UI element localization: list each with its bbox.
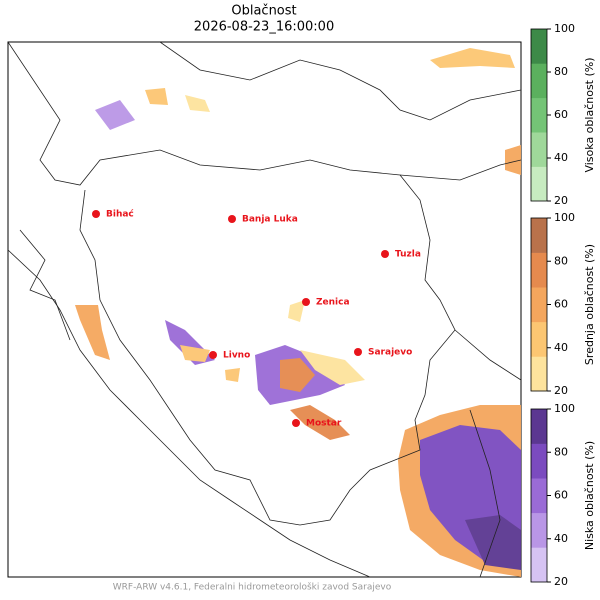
colorbar-band: [531, 478, 547, 514]
colorbar-tick-label: 100: [554, 211, 575, 224]
title: Oblačnost: [231, 4, 296, 19]
borders: [8, 42, 521, 577]
colorbar-band: [531, 443, 547, 479]
city-label: Sarajevo: [368, 348, 412, 358]
colorbar-tick-label: 60: [554, 489, 568, 502]
cities: Bihać Banja Luka Tuzla Zenica Livno Sarajevo M…: [92, 209, 421, 429]
colorbar-label: Srednja oblačnost (%): [583, 244, 596, 365]
colorbar-band: [531, 321, 547, 357]
cloud-areas: [75, 48, 521, 577]
colorbar-band: [531, 547, 547, 583]
colorbar-band: [531, 132, 547, 167]
subtitle: 2026-08-23_16:00:00: [194, 20, 334, 35]
city-marker: [354, 348, 362, 356]
colorbar-band: [531, 63, 547, 99]
colorbar-tick-label: 40: [554, 532, 568, 545]
city-marker: [302, 298, 310, 306]
colorbar-tick-label: 40: [554, 151, 568, 164]
city-label: Banja Luka: [242, 215, 298, 225]
city-marker: [92, 210, 100, 218]
city-label: Tuzla: [395, 250, 421, 260]
colorbar-tick-label: 80: [554, 445, 568, 458]
colorbar-tick-label: 60: [554, 298, 568, 311]
city-label: Mostar: [306, 419, 342, 429]
city-marker: [381, 250, 389, 258]
city-marker: [209, 351, 217, 359]
colorbar-band: [531, 287, 547, 323]
colorbars: 20 40 60 80 100 Visoka oblačnost (%) 20 40 60 80 1…: [530, 22, 596, 588]
city-label: Bihać: [106, 209, 134, 220]
colorbar-tick-label: 20: [554, 194, 568, 207]
colorbar-band: [531, 166, 547, 202]
city-marker: [228, 215, 236, 223]
colorbar-tick-label: 80: [554, 254, 568, 267]
colorbar-band: [531, 97, 547, 133]
city-label: Zenica: [316, 298, 350, 308]
colorbar-tick-label: 80: [554, 65, 568, 78]
colorbar-tick-label: 40: [554, 341, 568, 354]
colorbar-band: [531, 409, 547, 444]
colorbar-label: Visoka oblačnost (%): [583, 57, 596, 172]
colorbar-label: Niska oblačnost (%): [583, 441, 596, 550]
colorbar-band: [531, 252, 547, 288]
colorbar-tick-label: 100: [554, 402, 575, 415]
colorbar-tick-label: 60: [554, 108, 568, 121]
colorbar-band: [531, 512, 547, 548]
city-label: Livno: [223, 351, 250, 361]
colorbar-band: [531, 29, 547, 64]
colorbar-tick-label: 100: [554, 22, 575, 35]
map: Bihać Banja Luka Tuzla Zenica Livno Sarajevo M…: [7, 41, 522, 578]
colorbar-band: [531, 356, 547, 392]
colorbar-tick-label: 20: [554, 384, 568, 397]
colorbar-tick-label: 20: [554, 575, 568, 588]
colorbar-band: [531, 218, 547, 253]
city-marker: [292, 419, 300, 427]
footer: WRF-ARW v4.6.1, Federalni hidrometeorolo…: [113, 582, 392, 593]
